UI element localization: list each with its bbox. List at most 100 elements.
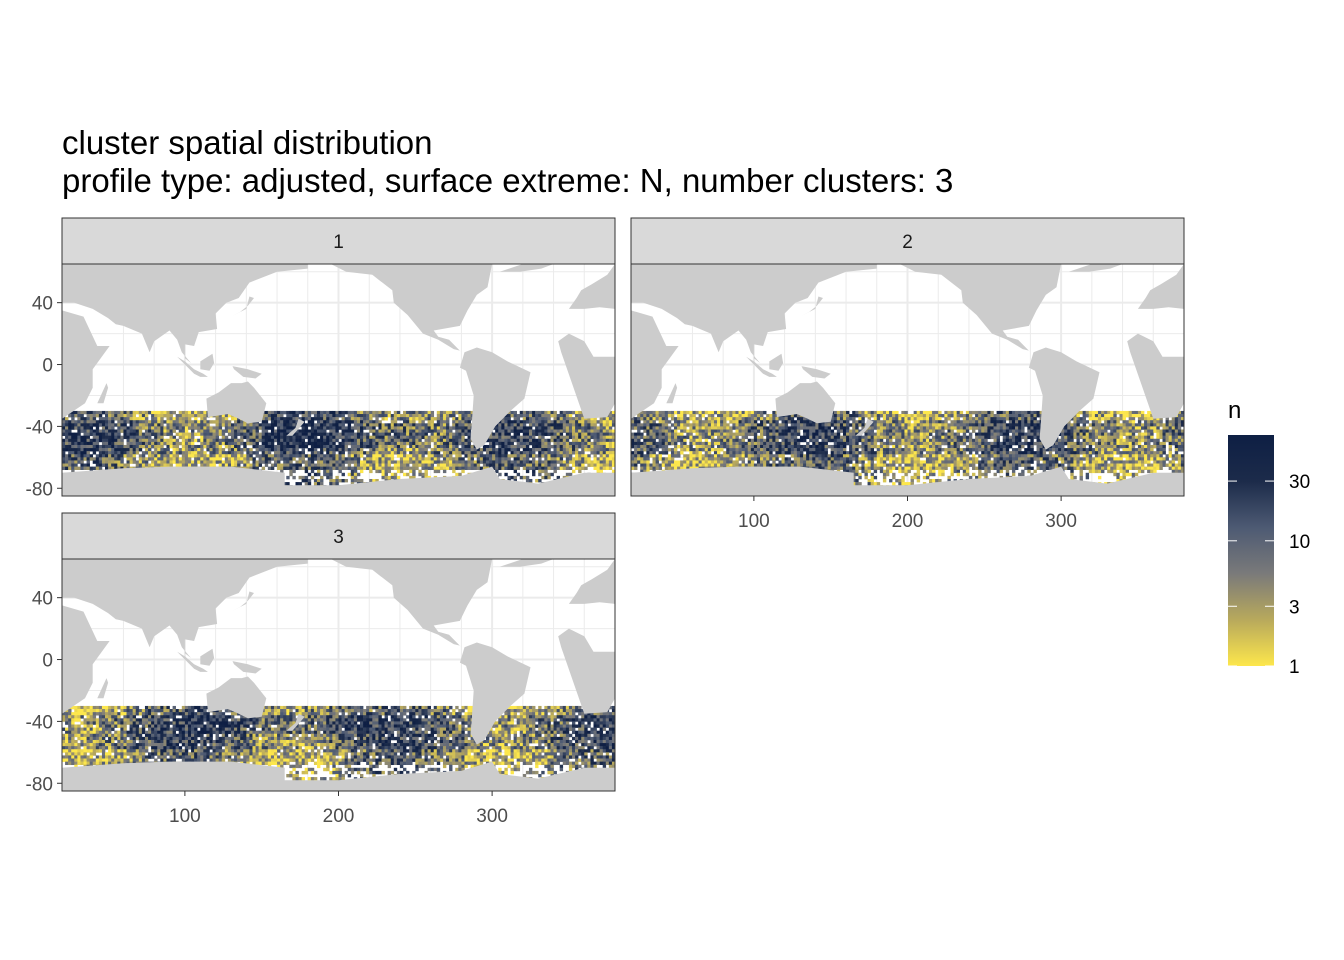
heatmap-cell	[320, 432, 324, 436]
heatmap-cell	[504, 414, 508, 418]
heatmap-cell	[212, 441, 216, 446]
heatmap-cell	[812, 426, 816, 430]
heatmap-cell	[209, 463, 213, 467]
heatmap-cell	[240, 429, 244, 433]
heatmap-cell	[824, 423, 828, 427]
heatmap-cell	[449, 460, 453, 464]
heatmap-cell	[384, 444, 388, 449]
heatmap-cell	[1144, 414, 1148, 418]
heatmap-cell	[169, 414, 173, 418]
heatmap-cell	[433, 417, 438, 421]
heatmap-cell	[833, 420, 838, 424]
heatmap-cell	[393, 444, 398, 449]
heatmap-cell	[273, 460, 278, 464]
heatmap-cell	[62, 432, 66, 436]
heatmap-cell	[387, 423, 392, 427]
heatmap-cell	[163, 410, 167, 415]
heatmap-cell	[1011, 429, 1016, 433]
heatmap-cell	[525, 410, 530, 415]
heatmap-cell	[353, 466, 358, 471]
heatmap-cell	[178, 451, 183, 455]
heatmap-cell	[160, 448, 164, 452]
heatmap-cell	[892, 432, 896, 436]
heatmap-cell	[353, 478, 358, 483]
heatmap-cell	[467, 438, 471, 443]
heatmap-cell	[292, 420, 296, 424]
heatmap-cell	[455, 410, 459, 415]
heatmap-cell	[975, 426, 979, 430]
heatmap-cell	[436, 451, 441, 455]
heatmap-cell	[270, 414, 275, 418]
heatmap-cell	[695, 426, 699, 430]
heatmap-cell	[332, 466, 336, 471]
heatmap-cell	[224, 417, 229, 421]
facet-strip-label: 2	[902, 232, 913, 253]
heatmap-cell	[105, 429, 109, 433]
heatmap-cell	[209, 460, 213, 464]
heatmap-cell	[1018, 420, 1022, 424]
heatmap-cell	[347, 466, 352, 471]
heatmap-cell	[1153, 429, 1157, 433]
heatmap-cell	[384, 410, 388, 415]
heatmap-cell	[575, 448, 579, 452]
heatmap-cell	[528, 435, 533, 440]
heatmap-cell	[384, 423, 388, 427]
heatmap-cell	[240, 460, 244, 464]
heatmap-cell	[455, 460, 459, 464]
heatmap-cell	[270, 417, 275, 421]
heatmap-cell	[726, 426, 730, 430]
heatmap-cell	[203, 410, 207, 415]
facet-strip-label: 1	[333, 232, 344, 253]
heatmap-cell	[993, 429, 997, 433]
heatmap-cell	[842, 414, 847, 418]
heatmap-cell	[568, 448, 573, 452]
heatmap-cell	[323, 429, 327, 433]
heatmap-cell	[332, 454, 336, 458]
heatmap-cell	[547, 451, 551, 455]
heatmap-cell	[605, 420, 610, 424]
heatmap-cell	[553, 466, 557, 471]
heatmap-cell	[163, 441, 167, 446]
heatmap-cell	[504, 463, 508, 467]
heatmap-cell	[62, 441, 66, 446]
heatmap-cell	[525, 441, 530, 446]
heatmap-cell	[316, 429, 321, 433]
heatmap-cell	[637, 429, 641, 433]
heatmap-cell	[987, 426, 991, 430]
heatmap-cell	[114, 438, 118, 443]
heatmap-cell	[372, 444, 376, 449]
heatmap-cell	[544, 438, 548, 443]
heatmap-cell	[806, 417, 810, 421]
heatmap-cell	[89, 423, 94, 427]
heatmap-cell	[959, 410, 964, 415]
heatmap-cell	[178, 432, 183, 436]
heatmap-cell	[544, 457, 548, 461]
heatmap-cell	[683, 410, 687, 415]
heatmap-cell	[556, 454, 560, 458]
heatmap-cell	[295, 482, 299, 486]
heatmap-cell	[646, 432, 650, 436]
heatmap-cell	[393, 472, 398, 477]
heatmap-cell	[178, 463, 183, 467]
heatmap-cell	[267, 410, 272, 415]
heatmap-cell	[492, 441, 496, 446]
heatmap-cell	[575, 457, 579, 461]
heatmap-cell	[476, 463, 481, 467]
heatmap-cell	[384, 454, 388, 458]
heatmap-cell	[695, 417, 699, 421]
heatmap-cell	[111, 435, 115, 440]
heatmap-cell	[418, 463, 422, 467]
heatmap-cell	[283, 435, 287, 440]
heatmap-cell	[341, 435, 345, 440]
heatmap-cell	[803, 417, 807, 421]
heatmap-cell	[86, 457, 90, 461]
heatmap-cell	[375, 469, 379, 474]
heatmap-cell	[135, 441, 140, 446]
heatmap-cell	[513, 426, 517, 430]
heatmap-cell	[787, 426, 792, 430]
heatmap-cell	[234, 426, 238, 430]
heatmap-cell	[409, 438, 413, 443]
heatmap-cell	[544, 460, 548, 464]
heatmap-cell	[769, 420, 773, 424]
heatmap-cell	[132, 444, 137, 449]
